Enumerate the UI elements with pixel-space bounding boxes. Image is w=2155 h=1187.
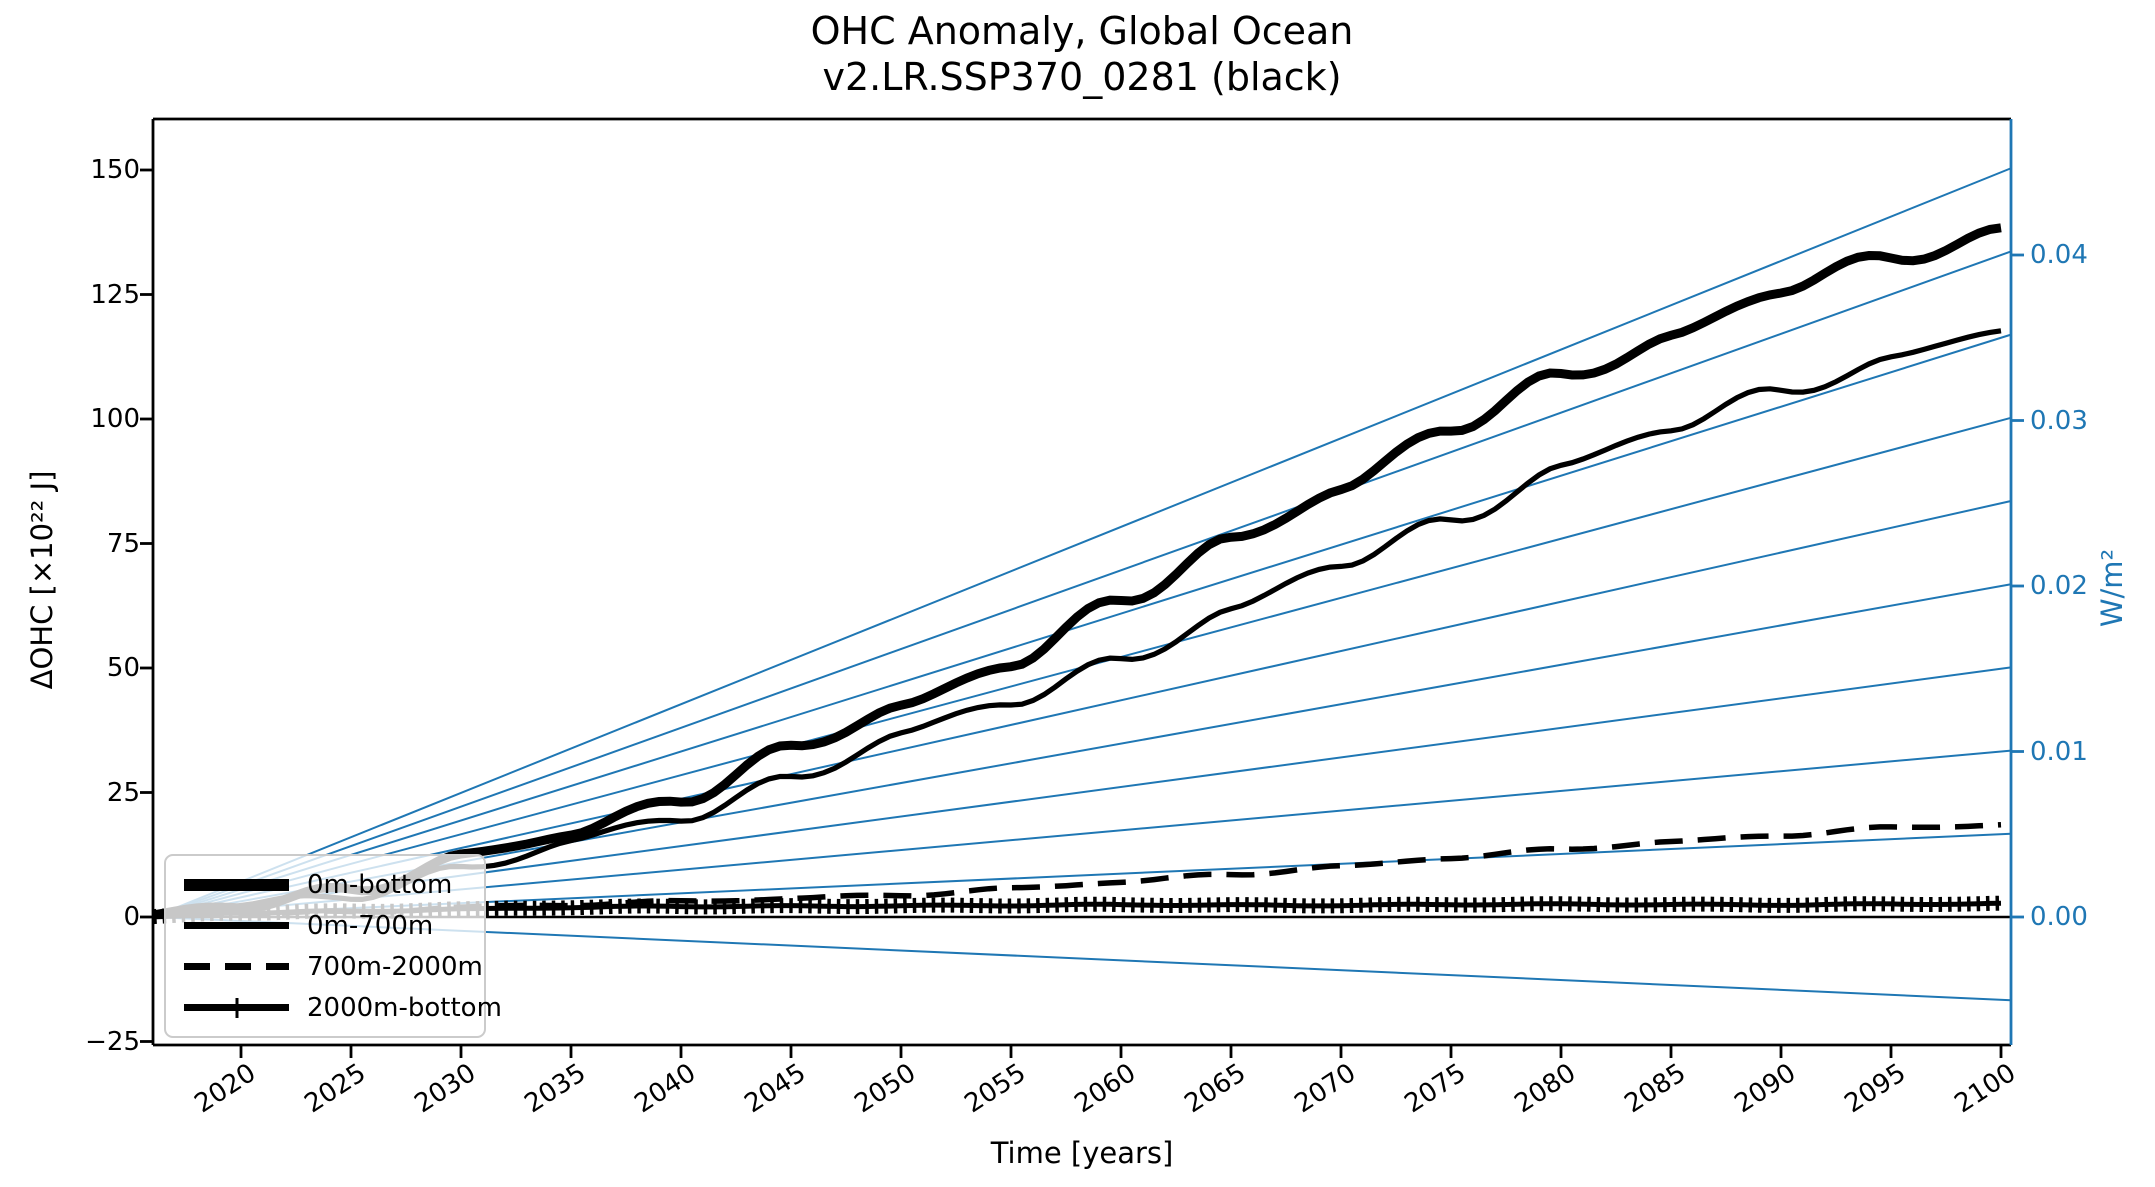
- chart-title-line2: v2.LR.SSP370_0281 (black): [822, 55, 1342, 99]
- legend-item-0m-bottom: 0m-bottom: [176, 864, 474, 905]
- y-right-tick-label: 0.03: [2030, 405, 2088, 436]
- y-left-tick-label: 0: [123, 902, 140, 932]
- y-left-tick-label: 100: [90, 404, 140, 434]
- y-left-tick-label: 150: [90, 155, 140, 185]
- y-right-tick-label: 0.04: [2030, 240, 2088, 270]
- legend-item-2000m-bottom: 2000m-bottom: [176, 987, 502, 1028]
- y-left-tick-label: 125: [90, 279, 140, 310]
- ohc-0m-bottom-line: [152, 223, 2002, 920]
- ohc-0m-700m-line: [152, 328, 2002, 919]
- legend-sample-thick-line-icon: [184, 878, 289, 891]
- reference-line-wm2: [152, 333, 2012, 918]
- x-axis-label: Time [years]: [990, 1136, 1174, 1170]
- legend-label: 2000m-bottom: [307, 992, 502, 1023]
- y-left-tick-label: 75: [106, 528, 140, 559]
- reference-line-wm2: [152, 500, 2012, 918]
- y-left-tick-label: −25: [85, 1026, 140, 1057]
- legend-sample-plus-marker-line-icon: [184, 997, 289, 1018]
- reference-line-wm2: [152, 250, 2012, 918]
- legend-item-700m-2000m: 700m-2000m: [176, 946, 483, 987]
- legend-box: 0m-bottom 0m-700m 700m-2000m 2000m-botto…: [164, 854, 502, 1038]
- legend-item-0m-700m: 0m-700m: [176, 905, 474, 946]
- legend-sample-solid-line-icon: [184, 922, 289, 929]
- legend-label: 700m-2000m: [307, 951, 483, 982]
- y-right-tick-label: 0.01: [2030, 736, 2088, 767]
- y-right-tick-label: 0.02: [2030, 571, 2088, 601]
- chart-title: OHC Anomaly, Global Ocean v2.LR.SSP370_0…: [482, 8, 1682, 100]
- chart-title-line1: OHC Anomaly, Global Ocean: [810, 9, 1354, 53]
- y-left-tick-label: 25: [106, 777, 140, 808]
- legend-sample-dashed-line-icon: [184, 963, 289, 970]
- y-left-tick-label: 50: [106, 653, 140, 683]
- legend-label: 0m-700m: [307, 910, 434, 941]
- legend-label: 0m-bottom: [307, 869, 453, 900]
- reference-line-wm2: [152, 167, 2012, 918]
- y-right-tick-label: 0.00: [2030, 902, 2088, 932]
